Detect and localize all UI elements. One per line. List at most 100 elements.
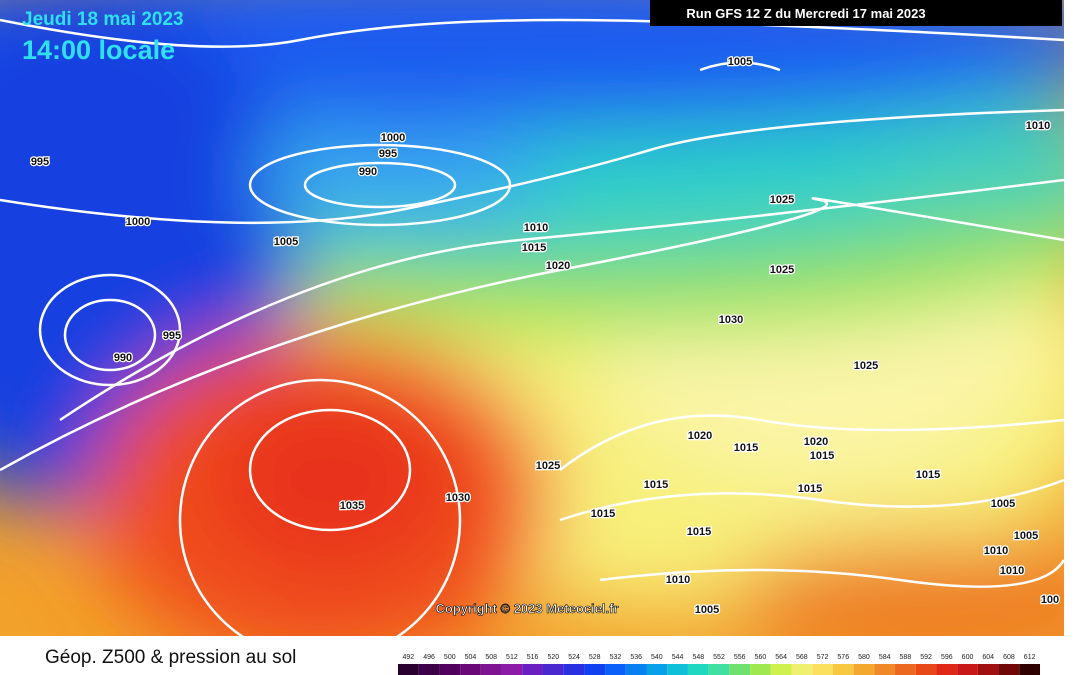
scale-label: 572 <box>817 654 829 661</box>
scale-label: 608 <box>1003 654 1015 661</box>
scale-label: 592 <box>920 654 932 661</box>
run-label: Run GFS 12 Z du Mercredi 17 mai 2023 <box>686 6 925 21</box>
isobar-label: 1010 <box>984 545 1008 557</box>
isobar-label: 995 <box>379 148 397 160</box>
time-label: 14:00 locale <box>22 35 175 65</box>
isobar-label: 1025 <box>770 264 794 276</box>
scale-swatch <box>915 664 937 675</box>
isobar-label: 1010 <box>666 574 690 586</box>
scale-swatch <box>501 664 523 675</box>
isobar-label: 1000 <box>381 132 405 144</box>
scale-swatch <box>398 664 419 675</box>
scale-swatch <box>439 664 461 675</box>
scale-label: 528 <box>589 654 601 661</box>
isobar-label: 1030 <box>719 314 743 326</box>
isobar-label: 1005 <box>728 56 752 68</box>
isobar-label: 1000 <box>126 216 150 228</box>
scale-label: 512 <box>506 654 518 661</box>
copyright: Copyright © 2023 Meteociel.fr <box>436 601 619 616</box>
isobar-label: 1015 <box>644 479 668 491</box>
isobar-label: 100 <box>1041 594 1059 606</box>
isobar-label: 1015 <box>810 450 834 462</box>
scale-swatch <box>563 664 585 675</box>
scale-label: 532 <box>610 654 622 661</box>
scale-swatch <box>750 664 771 675</box>
scale-swatch <box>584 664 606 675</box>
isobar-label: 1015 <box>734 442 758 454</box>
scale-label: 576 <box>837 654 849 661</box>
isobar-label: 1015 <box>916 469 940 481</box>
scale-label: 560 <box>755 654 767 661</box>
scale-label: 540 <box>651 654 663 661</box>
scale-swatch <box>542 664 564 675</box>
scale-swatch <box>936 664 958 675</box>
scale-swatch <box>770 664 792 675</box>
isobar-label: 990 <box>114 352 132 364</box>
scale-label: 604 <box>982 654 994 661</box>
isobar-label: 1005 <box>1014 530 1038 542</box>
scale-label: 552 <box>713 654 725 661</box>
scale-label: 556 <box>734 654 746 661</box>
scale-label: 500 <box>444 654 456 661</box>
scale-swatch <box>791 664 813 675</box>
scale-label: 508 <box>485 654 497 661</box>
isobar-label: 1015 <box>687 526 711 538</box>
scale-swatch <box>977 664 999 675</box>
scale-label: 580 <box>858 654 870 661</box>
isobar-label: 1005 <box>991 498 1015 510</box>
scale-swatch <box>460 664 481 675</box>
scale-label: 544 <box>672 654 684 661</box>
scale-label: 536 <box>630 654 642 661</box>
scale-swatch <box>708 664 730 675</box>
isobar-label: 995 <box>163 330 181 342</box>
scale-label: 520 <box>547 654 559 661</box>
isobar-label: 1020 <box>546 260 570 272</box>
isobar-label: 1030 <box>446 492 470 504</box>
isobar-label: 1015 <box>798 483 822 495</box>
isobar-label: 1020 <box>804 436 828 448</box>
scale-swatch <box>667 664 688 675</box>
isobar-label: 1010 <box>524 222 548 234</box>
scale-swatch <box>605 664 626 675</box>
scale-label: 600 <box>962 654 974 661</box>
legend-title: Géop. Z500 & pression au sol <box>45 647 296 668</box>
scale-label: 504 <box>465 654 477 661</box>
run-banner <box>650 0 1062 26</box>
scale-swatch <box>1019 664 1040 675</box>
scale-label: 612 <box>1024 654 1036 661</box>
isobar-label: 1025 <box>770 194 794 206</box>
isobar-lines <box>0 18 1064 636</box>
scale-label: 588 <box>900 654 912 661</box>
scale-swatch <box>729 664 751 675</box>
scale-swatch <box>998 664 1020 675</box>
isobar-label: 1035 <box>340 500 364 512</box>
scale-swatch <box>418 664 440 675</box>
scale-swatch <box>812 664 833 675</box>
scale-swatch <box>625 664 647 675</box>
scale-swatch <box>646 664 668 675</box>
scale-swatch <box>832 664 854 675</box>
scale-swatch <box>480 664 502 675</box>
isobar-label: 995 <box>31 156 49 168</box>
scale-label: 596 <box>941 654 953 661</box>
scale-label: 564 <box>775 654 787 661</box>
isobar-label: 1025 <box>536 460 560 472</box>
scale-swatch <box>874 664 896 675</box>
scale-label: 548 <box>692 654 704 661</box>
isobar-label: 1015 <box>591 508 615 520</box>
scale-swatch <box>853 664 875 675</box>
isobar-label: 990 <box>359 166 377 178</box>
scale-label: 584 <box>879 654 891 661</box>
scale-label: 492 <box>403 654 415 661</box>
scale-swatch <box>895 664 916 675</box>
scale-label: 524 <box>568 654 580 661</box>
isobar-label: 1010 <box>1000 565 1024 577</box>
isobar-label: 1015 <box>522 242 546 254</box>
date-label: Jeudi 18 mai 2023 <box>22 9 184 30</box>
isobar-label: 1025 <box>854 360 878 372</box>
isobar-label: 1010 <box>1026 120 1050 132</box>
scale-swatch <box>957 664 978 675</box>
isobar-label: 1005 <box>274 236 298 248</box>
